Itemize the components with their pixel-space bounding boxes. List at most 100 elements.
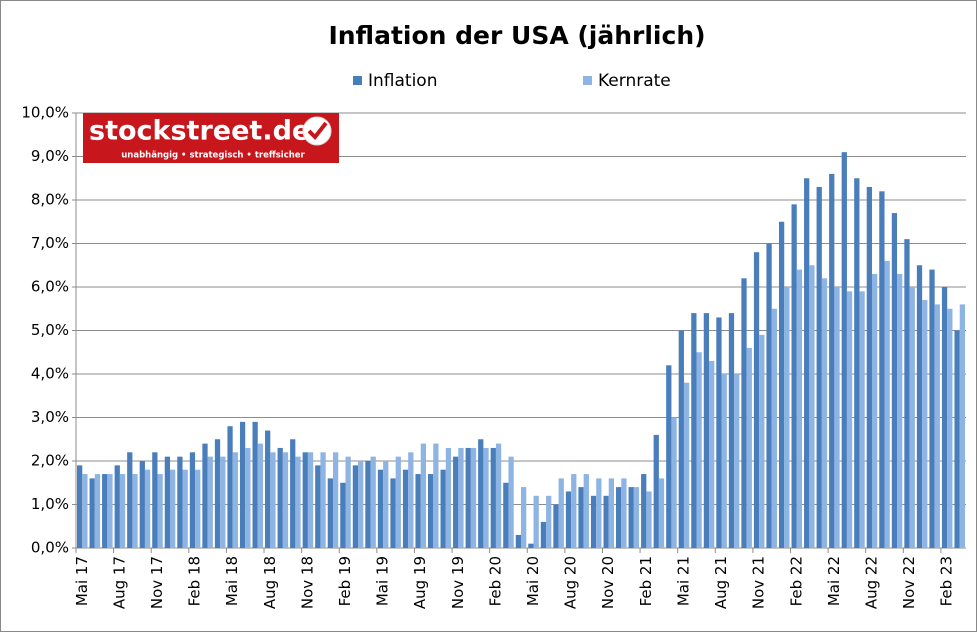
bar xyxy=(214,439,221,548)
bar xyxy=(182,469,188,548)
bar xyxy=(458,447,464,548)
bar xyxy=(77,465,83,548)
bar xyxy=(746,347,752,548)
bar xyxy=(603,495,609,548)
logo-check-circle xyxy=(302,116,332,146)
x-tick-label: Aug 21 xyxy=(712,556,730,609)
bar xyxy=(821,278,828,548)
bar xyxy=(232,452,238,548)
bar xyxy=(170,469,176,548)
y-tick-label: 0,0% xyxy=(31,539,69,557)
bar xyxy=(445,447,452,548)
bar xyxy=(307,452,314,548)
bar xyxy=(490,447,496,548)
bar xyxy=(107,474,113,548)
bar xyxy=(929,269,935,548)
x-tick-label: Nov 19 xyxy=(449,556,467,609)
bar xyxy=(809,265,815,548)
bar xyxy=(320,452,326,548)
x-tick-label: Nov 17 xyxy=(148,556,166,609)
x-tick-label: Mai 22 xyxy=(825,556,843,606)
bar xyxy=(879,191,885,549)
x-tick-label: Nov 20 xyxy=(599,556,617,609)
bar xyxy=(132,474,138,548)
bar xyxy=(119,474,126,548)
bar xyxy=(546,495,552,548)
bar xyxy=(683,382,690,548)
bar xyxy=(528,543,534,548)
bar xyxy=(195,469,201,548)
bar xyxy=(483,447,489,548)
bar xyxy=(633,487,640,548)
plot-area: 0,0% 1,0% 2,0% 3,0% 4,0% 5,0% 6,0% 7,0% 8,0% 9,0%… xyxy=(21,104,966,609)
bar xyxy=(646,491,652,548)
bar xyxy=(521,487,527,548)
bar xyxy=(583,474,589,548)
x-tick-label: Mai 20 xyxy=(524,556,542,606)
bar xyxy=(295,456,301,548)
bar xyxy=(658,478,665,548)
bar xyxy=(227,426,233,548)
x-tick-label: Feb 19 xyxy=(336,556,354,606)
bar xyxy=(540,521,547,548)
bar xyxy=(804,178,810,548)
bar xyxy=(257,443,264,548)
bar xyxy=(771,308,777,548)
bar xyxy=(691,313,697,548)
bar xyxy=(202,443,208,548)
x-tick-label: Aug 20 xyxy=(562,556,580,609)
bar xyxy=(94,474,101,548)
logo-name: stockstreet.de xyxy=(89,116,310,147)
bar xyxy=(778,221,785,548)
bar xyxy=(270,452,276,548)
bar xyxy=(558,478,564,548)
bar xyxy=(641,474,647,548)
bar xyxy=(245,447,251,548)
bar xyxy=(239,421,246,548)
x-tick-label: Feb 21 xyxy=(637,556,655,606)
bar xyxy=(352,465,359,548)
bar xyxy=(671,417,677,548)
bar xyxy=(89,478,95,548)
bar xyxy=(277,447,283,548)
x-tick-label: Feb 18 xyxy=(186,556,204,606)
bar xyxy=(220,456,226,548)
bar xyxy=(453,456,459,548)
x-tick-label: Feb 22 xyxy=(787,556,805,606)
bar xyxy=(916,265,923,548)
y-tick-label: 2,0% xyxy=(31,452,69,470)
bar xyxy=(365,461,371,548)
bar xyxy=(139,461,145,548)
bar xyxy=(859,291,865,548)
x-tick-label: Nov 18 xyxy=(298,556,316,609)
x-tick-label: Mai 18 xyxy=(223,556,241,606)
bar xyxy=(189,452,196,548)
bar xyxy=(816,186,822,548)
bar xyxy=(82,474,88,548)
y-tick-label: 4,0% xyxy=(31,365,69,383)
bar xyxy=(315,465,321,548)
bar xyxy=(841,152,847,548)
x-tick-label: Mai 17 xyxy=(73,556,91,606)
bar xyxy=(897,273,903,548)
bar xyxy=(327,478,333,548)
bar xyxy=(904,239,910,548)
bar xyxy=(207,456,213,548)
bar xyxy=(871,273,878,548)
bar xyxy=(470,447,477,548)
bar xyxy=(302,452,308,548)
legend-label: Inflation xyxy=(368,71,437,91)
bar xyxy=(565,491,572,548)
bar xyxy=(533,495,539,548)
bar xyxy=(891,213,898,549)
bar xyxy=(553,504,559,548)
logo-background xyxy=(83,113,339,163)
bar xyxy=(495,443,502,548)
x-tick-label: Aug 17 xyxy=(110,556,128,609)
x-tick-label: Mai 19 xyxy=(374,556,392,606)
logo: stockstreet.de unabhängig • strategisch … xyxy=(83,113,339,163)
bar xyxy=(402,469,409,548)
bar xyxy=(433,443,439,548)
bar xyxy=(696,352,702,548)
bar xyxy=(884,260,890,548)
